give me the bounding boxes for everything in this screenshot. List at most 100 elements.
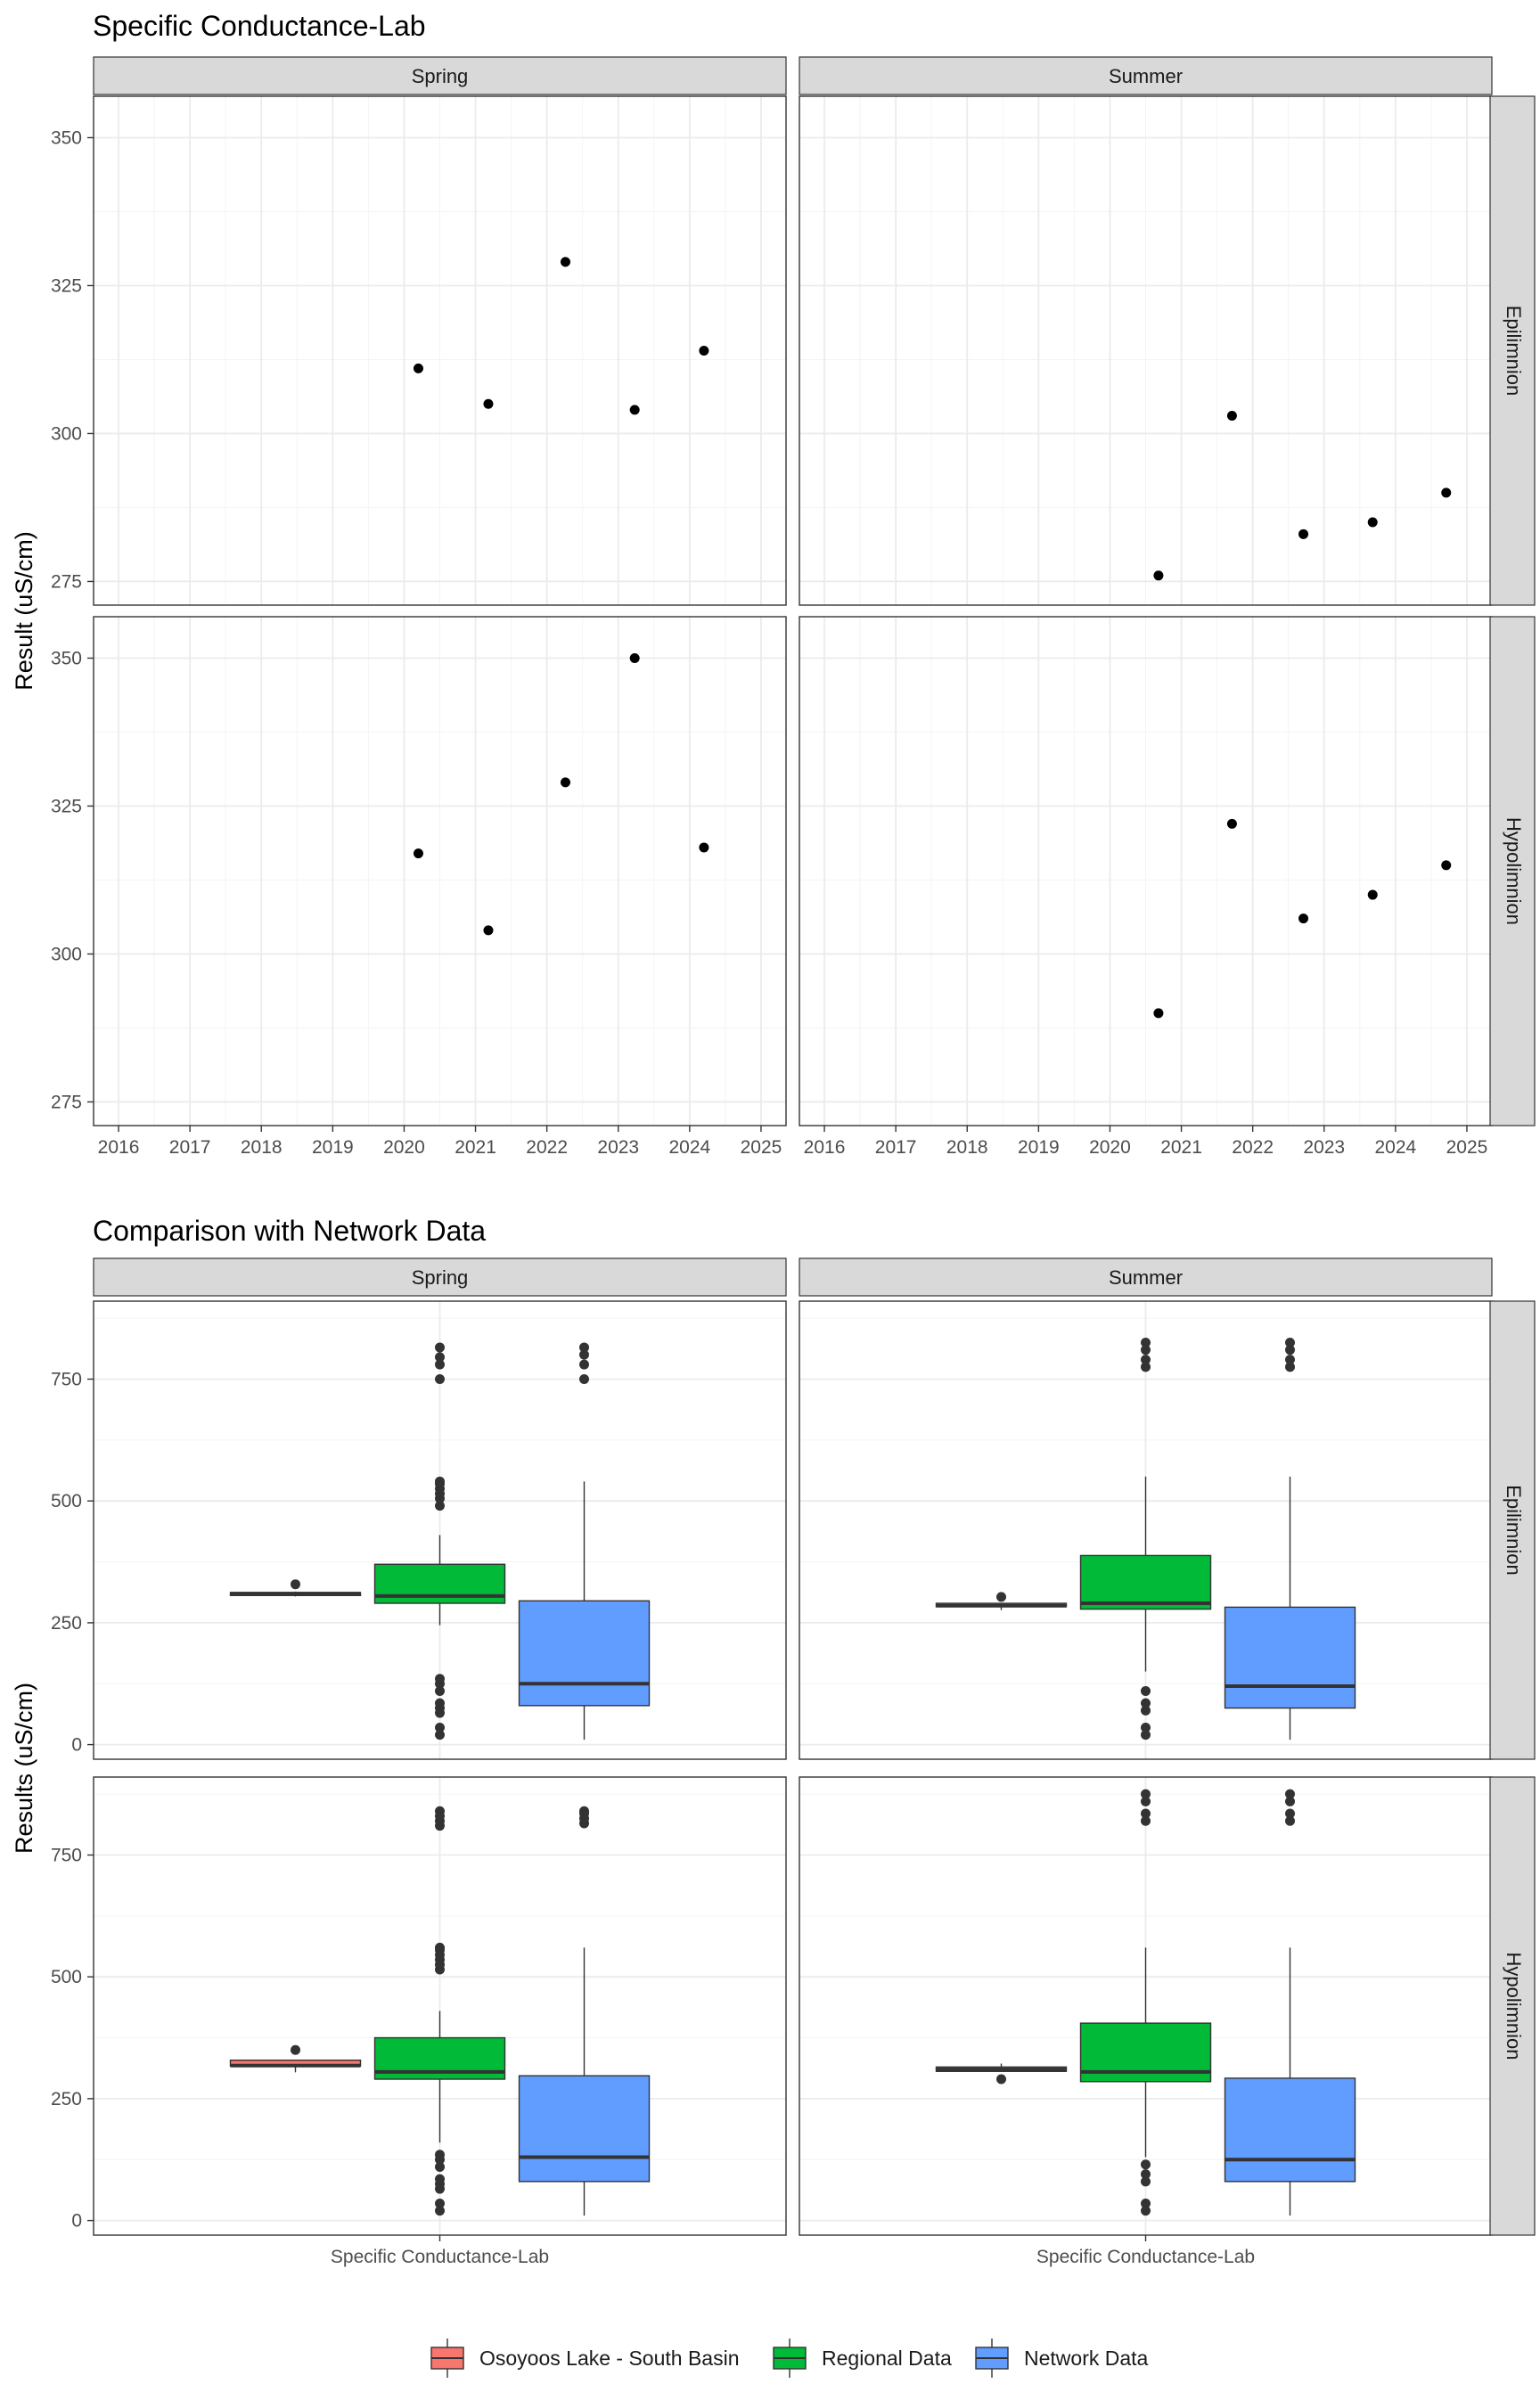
data-point [1298,913,1309,924]
outlier-point [1141,1808,1151,1819]
data-point [1298,528,1309,539]
data-point [1441,487,1452,498]
x-tick-label: 2025 [1446,1137,1488,1158]
outlier-point [1285,1808,1295,1819]
outlier-point [1285,1796,1295,1806]
outlier-point [1141,1362,1151,1372]
data-point [560,777,570,788]
y-tick-label: 250 [51,2089,82,2109]
data-point [629,652,640,663]
data-point [483,398,494,409]
outlier-point [1141,2169,1151,2180]
outlier-point [291,2044,300,2055]
panel-spring-epilimnion [93,95,787,606]
outlier-point [1285,1362,1295,1372]
data-point [699,842,709,853]
x-tick-label: 2018 [241,1137,283,1158]
boxplot-osoyoos-lake-south-basin [935,1592,1068,1610]
panel-spring-hypolimnion [93,616,787,1126]
outlier-point [1285,1789,1295,1799]
x-tick-label: 2021 [1160,1137,1202,1158]
x-tick-label: 2024 [1375,1137,1417,1158]
boxplot-regional-data [1079,1789,1212,2216]
outlier-point [1141,1796,1151,1806]
outlier-point [435,2150,445,2160]
outlier-point [1141,1355,1151,1365]
outlier-point [435,1352,445,1363]
outlier-point [1141,1815,1151,1826]
outlier-point [435,1698,445,1708]
facet-strip-epilimnion [1489,1300,1536,1760]
facet-strip-hypolimnion [1489,616,1536,1126]
data-point [1367,889,1378,900]
outlier-point [996,1592,1006,1602]
x-tick-label: 2019 [1018,1137,1060,1158]
outlier-point [1141,1698,1151,1708]
facet-strip-spring [93,1257,787,1297]
facet-label-epilimnion: Epilimnion [1503,306,1525,397]
box [518,2075,651,2183]
data-point [1367,517,1378,528]
facet-strip-epilimnion [1489,95,1536,606]
box [1079,1554,1212,1610]
outlier-point [579,1359,589,1370]
boxplot-regional-data [373,1342,506,1741]
outlier-point [1141,1730,1151,1741]
facet-strip-spring [93,56,787,95]
boxplot-osoyoos-lake-south-basin [935,2063,1068,2085]
data-point [1226,818,1237,829]
outlier-point [1141,1685,1151,1696]
outlier-point [1141,1722,1151,1732]
data-point [699,346,709,356]
x-tick-label: 2020 [383,1137,425,1158]
x-tick-label: 2016 [98,1137,140,1158]
outlier-point [1285,1337,1295,1347]
y-tick-label: 0 [71,2211,82,2232]
outlier-point [435,1685,445,1696]
outlier-point [291,1579,300,1590]
chart-2-y-axis-title: Results (uS/cm) [11,1683,37,1854]
data-point [483,925,494,936]
outlier-point [1141,1345,1151,1356]
facet-label-hypolimnion: Hypolimnion [1503,1952,1525,2060]
legend-label: Regional Data [822,2347,952,2370]
boxplot-network-data [518,1806,651,2216]
x-tick-label: 2023 [1303,1137,1345,1158]
outlier-point [579,1373,589,1384]
outlier-point [579,1806,589,1816]
data-point [1153,1008,1164,1019]
chart-1-y-axis-title: Result (uS/cm) [11,531,37,691]
x-tick-label: 2019 [312,1137,354,1158]
data-point [1153,570,1164,581]
legend-item-network-data: Network Data [975,2339,1149,2378]
facet-label-hypolimnion: Hypolimnion [1503,817,1525,925]
outlier-point [435,1722,445,1732]
outlier-point [579,1349,589,1360]
y-tick-label: 275 [51,1092,82,1112]
facet-label-summer: Summer [1109,1266,1183,1289]
outlier-point [435,1476,445,1487]
outlier-point [1285,1345,1295,1356]
x-tick-label: 2023 [597,1137,639,1158]
panel-border [93,1300,787,1760]
facet-label-spring: Spring [412,1266,469,1289]
outlier-point [1141,2176,1151,2187]
x-tick-label: 2024 [669,1137,711,1158]
x-tick-label: 2022 [1232,1137,1274,1158]
panel-border [93,616,787,1126]
y-tick-label: 500 [51,1491,82,1511]
data-point [1441,860,1452,871]
facet-strip-summer [799,1257,1493,1297]
y-tick-label: 300 [51,423,82,444]
box [1224,2077,1356,2183]
outlier-point [435,1501,445,1511]
facet-label-spring: Spring [412,65,469,87]
outlier-point [1141,1337,1151,1347]
outlier-point [435,2198,445,2208]
chart-2-title: Comparison with Network Data [93,1215,486,1247]
boxplot-regional-data [1079,1337,1212,1741]
data-point [413,848,423,859]
outlier-point [435,2161,445,2172]
